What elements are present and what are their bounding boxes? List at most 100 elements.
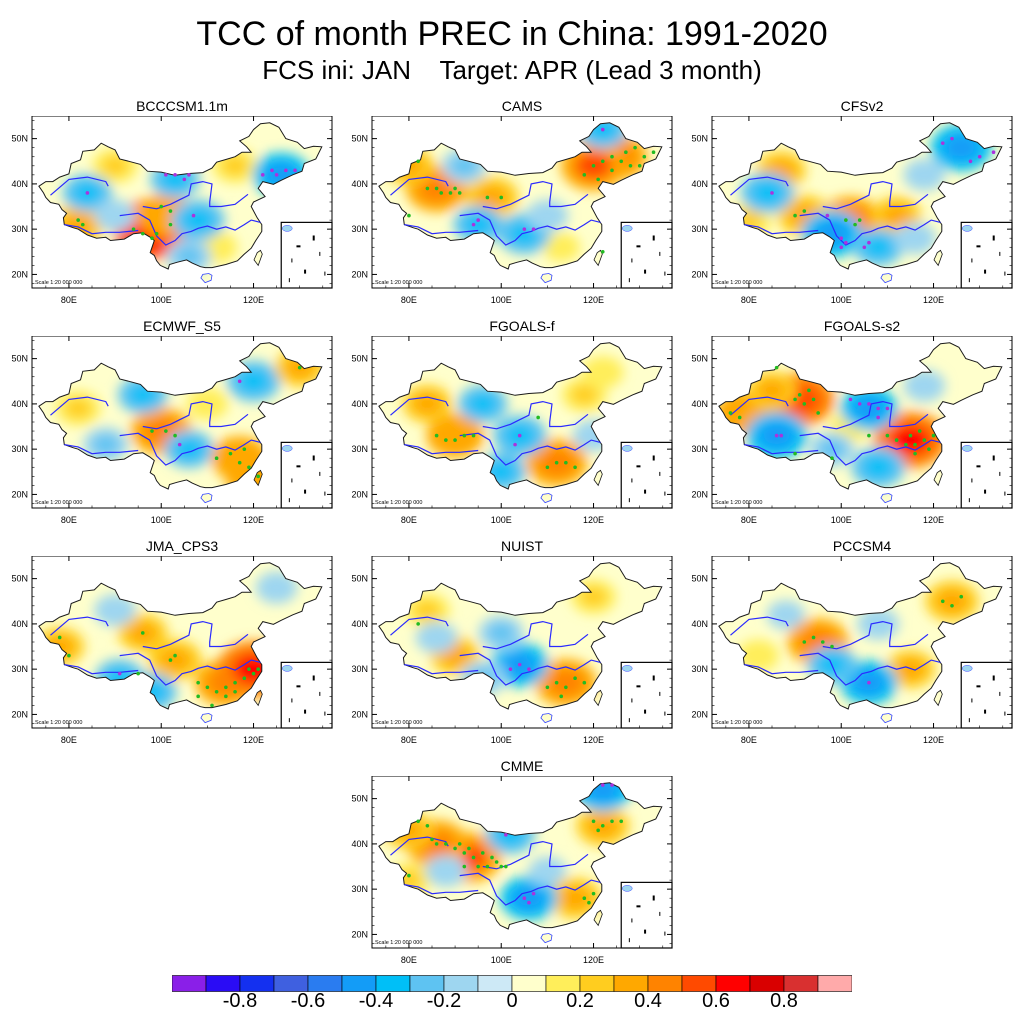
significance-dot-positive	[80, 222, 85, 227]
inset-island	[312, 675, 315, 681]
hainan-outline	[880, 713, 893, 724]
significance-dot-positive	[610, 819, 614, 824]
significance-dot-positive	[582, 680, 587, 685]
inset-island	[621, 225, 633, 232]
inset-island	[664, 711, 666, 716]
hainan-outline	[880, 273, 893, 284]
taiwan-outline	[933, 469, 943, 487]
significance-dot-positive	[485, 864, 490, 869]
significance-dot-positive	[922, 438, 927, 442]
significance-dot-negative	[862, 245, 867, 250]
river-line	[119, 652, 261, 686]
significance-dot-positive	[416, 159, 420, 164]
significance-dot-positive	[462, 433, 467, 438]
significance-dot-positive	[150, 429, 154, 433]
y-tick-label: 20N	[11, 489, 28, 499]
anomaly-region-core	[936, 589, 968, 613]
x-tick-label: 120E	[583, 295, 604, 305]
significance-dot-negative	[610, 783, 614, 787]
significance-dot-positive	[425, 186, 430, 191]
panel-title: FGOALS-s2	[823, 318, 901, 334]
significance-dot-positive	[917, 429, 922, 433]
x-tick-label: 80E	[401, 515, 417, 525]
significance-dot-positive	[256, 474, 260, 479]
river-line	[482, 620, 589, 650]
figure-title: TCC of month PREC in China: 1991-2020	[196, 15, 828, 53]
inset-island	[961, 665, 973, 672]
inset-island	[992, 235, 995, 241]
inset-island	[628, 938, 630, 943]
significance-dot-positive	[247, 667, 251, 671]
inset-island	[631, 258, 633, 263]
river-line	[459, 432, 601, 466]
scale-label: Scale 1:20 000 000	[375, 720, 422, 726]
significance-dot-negative	[293, 168, 297, 173]
taiwan-outline	[253, 249, 263, 267]
significance-dot-positive	[811, 397, 816, 402]
inset-island	[1004, 491, 1006, 496]
inset-island	[984, 269, 987, 274]
anomaly-region-core	[468, 393, 498, 415]
map-plot: Scale 1:20 000 000 80E 100E 120E 20N 30N 40N 50…	[351, 776, 673, 965]
anomaly-region-core	[536, 863, 559, 880]
significance-dot-positive	[168, 658, 173, 662]
significance-dot-negative	[839, 245, 844, 250]
significance-dot-negative	[517, 662, 522, 667]
significance-dot-negative	[237, 379, 242, 384]
y-tick-label: 20N	[351, 709, 368, 719]
x-tick-label: 120E	[583, 735, 604, 745]
inset-island	[659, 471, 661, 476]
inset-island	[664, 491, 666, 496]
significance-dot-positive	[573, 465, 577, 470]
y-tick-label: 20N	[691, 489, 708, 499]
inset-island	[636, 245, 641, 248]
x-tick-label: 80E	[741, 295, 757, 305]
significance-dot-positive	[913, 451, 917, 456]
significance-dot-negative	[940, 141, 945, 145]
significance-dot-negative	[876, 415, 880, 420]
significance-dot-positive	[297, 365, 302, 370]
significance-dot-positive	[416, 819, 420, 824]
anomaly-region-core	[571, 385, 598, 405]
anomaly-region-core	[476, 186, 508, 209]
inset-island	[621, 445, 633, 452]
x-tick-label: 120E	[243, 735, 264, 745]
anomaly-region-core	[92, 435, 119, 455]
significance-dot-positive	[596, 177, 600, 182]
significance-dot-positive	[637, 163, 642, 168]
inset-island	[664, 931, 666, 936]
inset-island	[291, 478, 293, 483]
map-plot: Scale 1:20 000 000 80E 100E 120E 20N 30N 40N 50…	[691, 336, 1013, 525]
significance-dot-positive	[453, 846, 457, 851]
significance-dot-positive	[573, 676, 577, 681]
x-tick-label: 80E	[61, 735, 77, 745]
river-line	[744, 664, 819, 675]
significance-dot-positive	[913, 442, 917, 447]
river-line	[404, 664, 479, 675]
x-tick-label: 100E	[491, 515, 512, 525]
significance-dot-positive	[587, 900, 591, 905]
significance-dot-positive	[242, 447, 247, 451]
inset-island	[636, 465, 641, 468]
anomaly-region-core	[414, 600, 441, 620]
panel-title: FGOALS-f	[489, 318, 555, 334]
inset-island	[319, 691, 321, 696]
anomaly-region-core	[559, 886, 591, 910]
significance-dot-positive	[159, 204, 164, 209]
significance-dot-positive	[797, 393, 802, 397]
significance-dot-positive	[600, 249, 605, 254]
inset-island	[636, 685, 641, 688]
inset-island	[631, 698, 633, 703]
scale-label: Scale 1:20 000 000	[715, 720, 762, 726]
significance-dot-positive	[853, 222, 857, 227]
significance-dot-positive	[802, 640, 807, 644]
inset-island	[976, 465, 981, 468]
colorbar-tick-label: 0.6	[702, 990, 730, 1012]
colorbar-tick-label: 0	[506, 990, 518, 1012]
inset-island	[984, 489, 987, 494]
inset-island	[652, 235, 655, 241]
river-line	[482, 840, 589, 870]
river-line	[744, 224, 819, 235]
anomaly-region-core	[752, 181, 783, 205]
x-tick-label: 100E	[151, 295, 172, 305]
